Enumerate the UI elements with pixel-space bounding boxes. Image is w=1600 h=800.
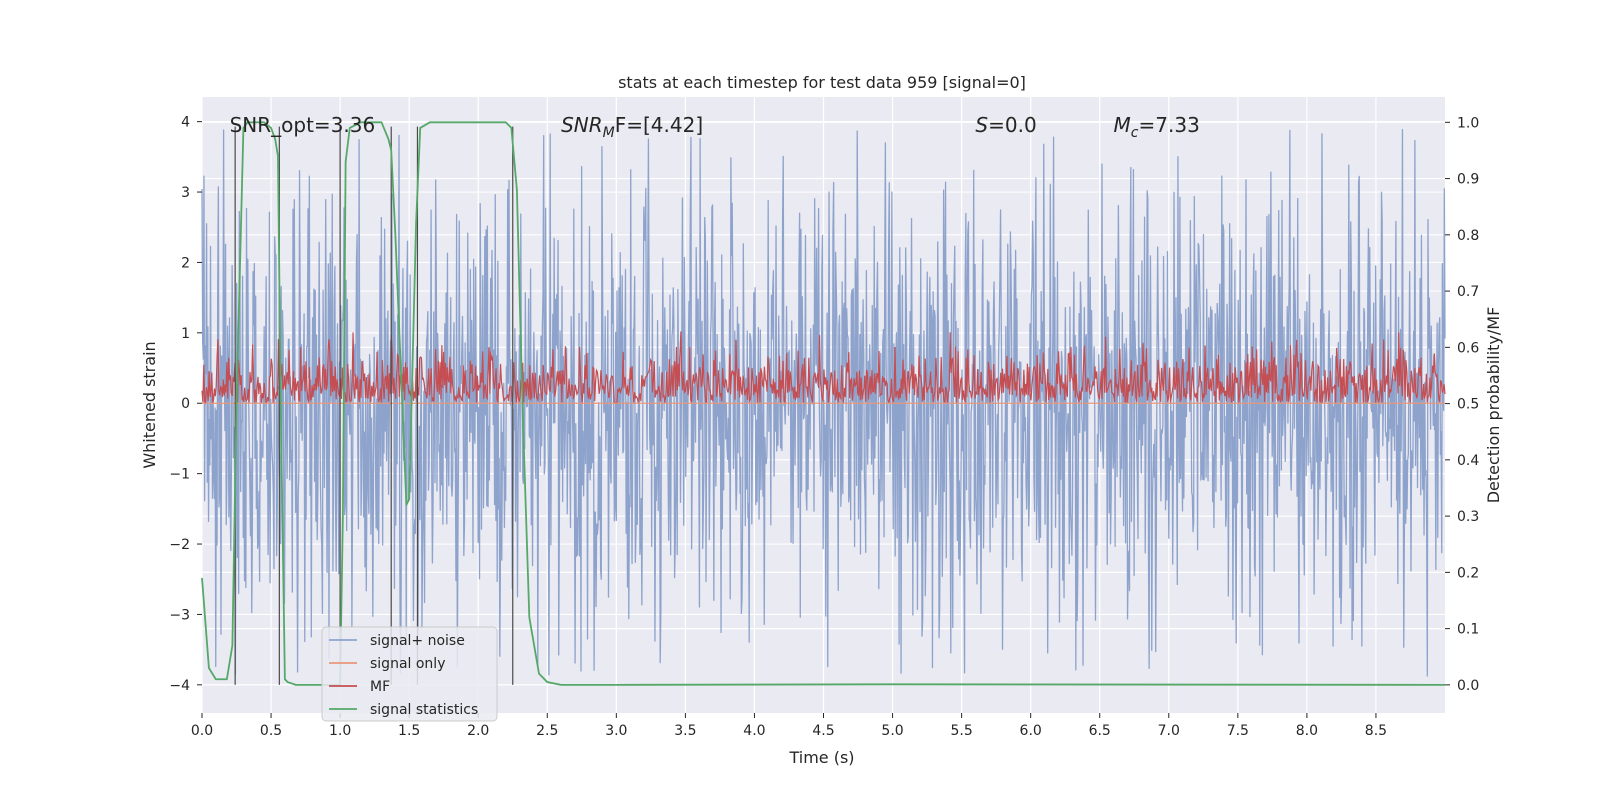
annotation-snr-opt: SNR_opt=3.36 — [230, 113, 376, 137]
x-tick-label: 1.5 — [398, 723, 420, 739]
y-tick-label: 0 — [181, 396, 190, 412]
y2-tick-label: 0.6 — [1457, 340, 1479, 356]
x-tick-label: 3.5 — [674, 723, 696, 739]
annotation-s-stat: S=0.0 — [975, 113, 1036, 137]
legend: signal+ noise signal only MF signal statist… — [321, 626, 498, 722]
x-tick-label: 6.0 — [1020, 723, 1042, 739]
y2-tick-label: 1.0 — [1457, 115, 1479, 131]
x-tick-label: 7.5 — [1227, 723, 1249, 739]
y-axis-label: Whitened strain — [140, 341, 159, 468]
y2-axis-label: Detection probability/MF — [1484, 307, 1503, 504]
legend-entry: signal statistics — [370, 702, 478, 718]
y-tick-label: −1 — [169, 467, 190, 483]
x-tick-label: 7.0 — [1158, 723, 1180, 739]
chart-title: stats at each timestep for test data 959… — [618, 73, 1026, 92]
x-tick-label: 8.0 — [1296, 723, 1318, 739]
y-tick-label: −3 — [169, 607, 190, 623]
y2-tick-label: 0.0 — [1457, 678, 1479, 694]
y-tick-label: 1 — [181, 326, 190, 342]
signal-noise-line — [201, 128, 1446, 677]
y-tick-label: 2 — [181, 255, 190, 271]
x-tick-label: 3.0 — [605, 723, 627, 739]
y2-tick-label: 0.5 — [1457, 397, 1479, 413]
legend-entry: signal only — [370, 656, 445, 672]
x-tick-label: 4.0 — [743, 723, 765, 739]
y-tick-label: −4 — [169, 678, 190, 694]
x-tick-label: 0.0 — [191, 723, 213, 739]
signal-statistics-line — [201, 121, 1446, 686]
y2-tick-label: 0.3 — [1457, 509, 1479, 525]
series-signal-plus-noise — [201, 128, 1446, 677]
x-tick-label: 0.5 — [260, 723, 282, 739]
x-tick-label: 2.0 — [467, 723, 489, 739]
series-mf — [201, 331, 1446, 405]
x-tick-label: 4.5 — [812, 723, 834, 739]
tick-labels: 0.0 0.5 1.0 1.5 2.0 2.5 3.0 3.5 4.0 4.5 5.0 5.5 6.0 6… — [169, 115, 1479, 739]
mf-line — [201, 331, 1446, 405]
x-tick-label: 8.5 — [1365, 723, 1387, 739]
y2-tick-label: 0.4 — [1457, 453, 1479, 469]
x-tick-label: 5.5 — [950, 723, 972, 739]
legend-box — [321, 626, 498, 722]
y-tick-label: 3 — [181, 185, 190, 201]
annotation-snr-mf: SNRMF=[4.42] — [561, 113, 703, 141]
y2-tick-label: 0.2 — [1457, 565, 1479, 581]
x-axis-label: Time (s) — [788, 748, 854, 767]
y2-tick-label: 0.7 — [1457, 284, 1479, 300]
y-tick-label: 4 — [181, 115, 190, 131]
y-tick-label: −2 — [169, 537, 190, 553]
annotations: SNR_opt=3.36 SNRMF=[4.42] S=0.0 Mc=7.33 — [230, 113, 1200, 141]
y2-tick-label: 0.8 — [1457, 228, 1479, 244]
y2-tick-label: 0.9 — [1457, 172, 1479, 188]
y2-tick-label: 0.1 — [1457, 622, 1479, 638]
legend-entry: MF — [370, 679, 390, 695]
x-tick-label: 6.5 — [1089, 723, 1111, 739]
legend-entry: signal+ noise — [370, 633, 465, 649]
x-tick-label: 2.5 — [536, 723, 558, 739]
x-tick-label: 5.0 — [881, 723, 903, 739]
annotation-mc-stat: Mc=7.33 — [1114, 113, 1200, 141]
x-tick-label: 1.0 — [329, 723, 351, 739]
series-signal-statistics — [201, 121, 1446, 686]
